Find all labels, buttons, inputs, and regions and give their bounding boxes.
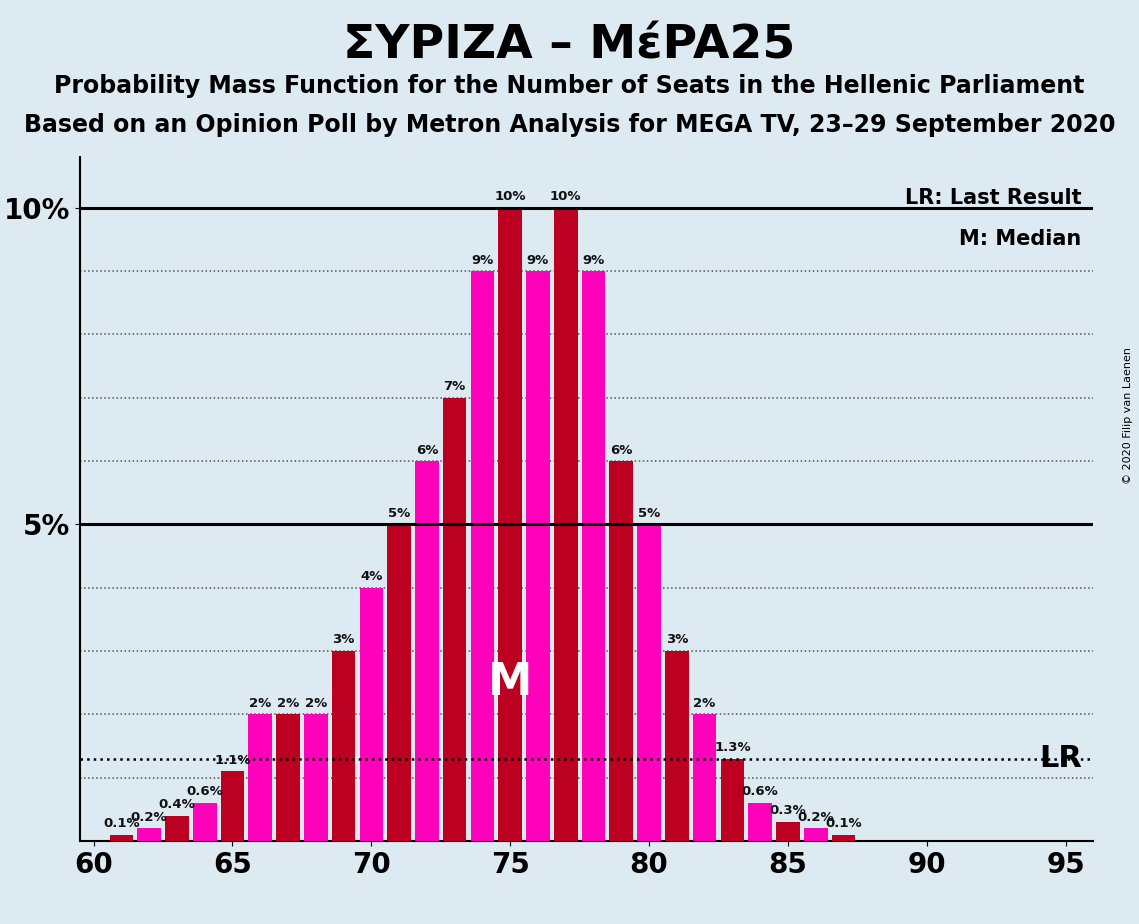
Bar <box>192 803 216 841</box>
Text: 9%: 9% <box>582 253 605 267</box>
Bar <box>221 772 244 841</box>
Bar <box>470 271 494 841</box>
Text: LR: LR <box>1040 744 1082 773</box>
Text: Based on an Opinion Poll by Metron Analysis for MEGA TV, 23–29 September 2020: Based on an Opinion Poll by Metron Analy… <box>24 113 1115 137</box>
Text: 2%: 2% <box>249 697 271 710</box>
Text: 1.1%: 1.1% <box>214 754 251 767</box>
Bar <box>609 461 633 841</box>
Text: 5%: 5% <box>388 507 410 520</box>
Bar <box>665 650 689 841</box>
Bar <box>443 397 467 841</box>
Text: 9%: 9% <box>527 253 549 267</box>
Text: 3%: 3% <box>333 634 354 647</box>
Text: 0.2%: 0.2% <box>797 810 834 824</box>
Text: M: Median: M: Median <box>959 229 1081 249</box>
Text: © 2020 Filip van Laenen: © 2020 Filip van Laenen <box>1123 347 1133 484</box>
Text: 4%: 4% <box>360 570 383 583</box>
Bar <box>277 714 300 841</box>
Bar <box>304 714 328 841</box>
Text: 2%: 2% <box>304 697 327 710</box>
Bar <box>748 803 772 841</box>
Bar <box>415 461 439 841</box>
Bar <box>499 208 522 841</box>
Text: 0.2%: 0.2% <box>131 810 167 824</box>
Bar <box>638 524 661 841</box>
Text: 0.4%: 0.4% <box>158 798 195 811</box>
Text: 10%: 10% <box>494 190 526 203</box>
Bar <box>721 759 744 841</box>
Bar <box>526 271 550 841</box>
Text: 3%: 3% <box>665 634 688 647</box>
Bar <box>165 816 189 841</box>
Bar <box>582 271 605 841</box>
Bar <box>554 208 577 841</box>
Bar <box>831 834 855 841</box>
Text: 0.1%: 0.1% <box>103 817 140 830</box>
Bar <box>693 714 716 841</box>
Bar <box>804 828 828 841</box>
Text: 2%: 2% <box>277 697 300 710</box>
Text: 0.6%: 0.6% <box>741 785 779 798</box>
Text: ΣΥΡΙΖΑ – ΜέPA25: ΣΥΡΙΖΑ – ΜέPA25 <box>343 23 796 68</box>
Text: 7%: 7% <box>443 381 466 394</box>
Text: M: M <box>487 661 532 704</box>
Text: 5%: 5% <box>638 507 661 520</box>
Text: 0.1%: 0.1% <box>825 817 862 830</box>
Bar <box>248 714 272 841</box>
Text: LR: Last Result: LR: Last Result <box>904 188 1081 208</box>
Bar <box>776 821 800 841</box>
Text: 10%: 10% <box>550 190 582 203</box>
Text: 2%: 2% <box>694 697 715 710</box>
Text: Probability Mass Function for the Number of Seats in the Hellenic Parliament: Probability Mass Function for the Number… <box>55 74 1084 98</box>
Bar <box>387 524 411 841</box>
Text: 9%: 9% <box>472 253 493 267</box>
Text: 1.3%: 1.3% <box>714 741 751 754</box>
Bar <box>138 828 161 841</box>
Bar <box>331 650 355 841</box>
Bar <box>360 588 383 841</box>
Bar <box>109 834 133 841</box>
Text: 0.3%: 0.3% <box>770 805 806 818</box>
Text: 6%: 6% <box>416 444 439 456</box>
Text: 6%: 6% <box>611 444 632 456</box>
Text: 0.6%: 0.6% <box>187 785 223 798</box>
